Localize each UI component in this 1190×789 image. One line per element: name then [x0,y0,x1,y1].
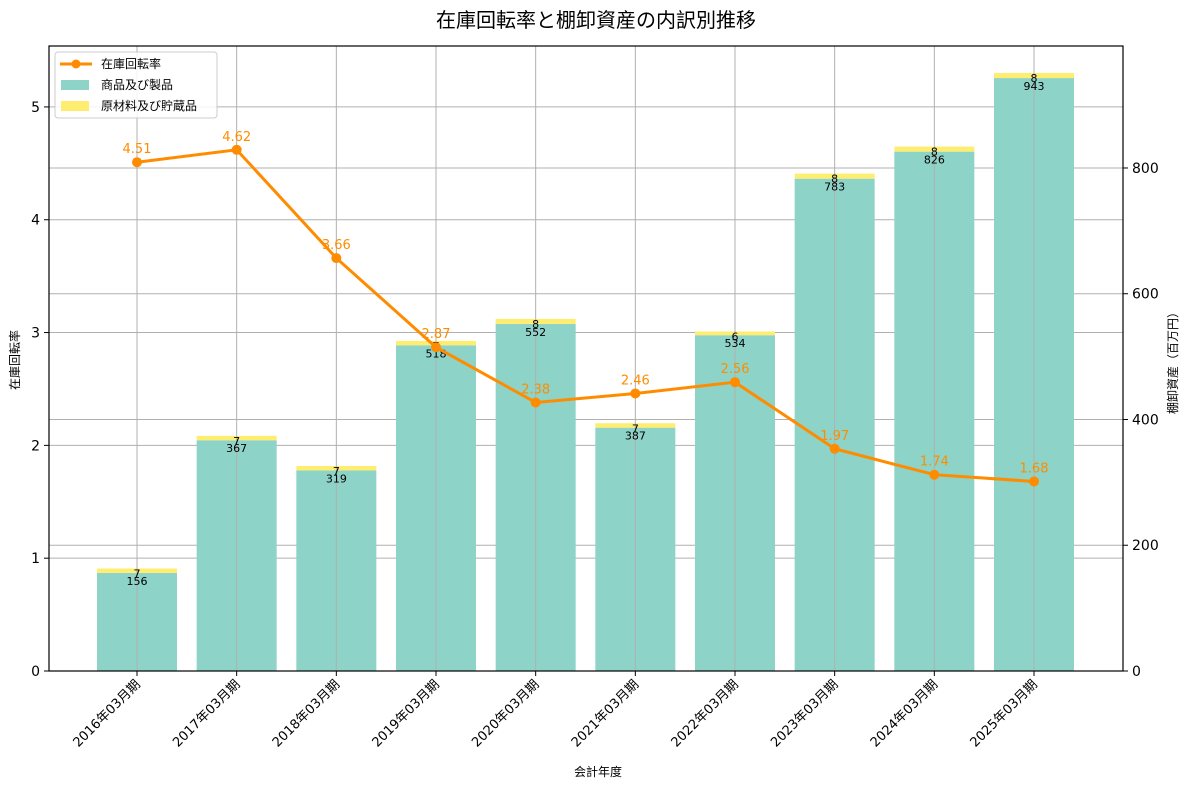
turnover-value-label: 1.68 [1020,461,1049,476]
legend-label: 在庫回転率 [101,56,161,71]
bar-value-label: 367 [226,442,247,455]
bar-value-label: 319 [326,472,347,485]
x-tick-label: 2016年03月期 [71,677,144,750]
x-axis-label: 会計年度 [574,764,622,779]
chart-title: 在庫回転率と棚卸資産の内訳別推移 [436,8,756,32]
bar-value-label-small: 6 [732,330,739,343]
bar-value-label: 387 [625,430,646,443]
turnover-value-label: 2.56 [721,362,750,377]
turnover-marker [132,157,142,168]
y-tick-label-right: 0 [1132,664,1141,680]
y-tick-label-left: 5 [31,100,40,116]
bar-value-label-small: 8 [931,146,938,159]
turnover-value-label: 2.38 [521,382,550,397]
bar-value-label: 552 [525,326,546,339]
turnover-value-label: 1.74 [920,455,949,470]
turnover-marker [530,397,541,408]
x-tick-label: 2019年03月期 [370,677,443,750]
legend-marker-icon [71,59,81,69]
bar-value-label-small: 8 [831,173,838,186]
legend-patch-icon [61,101,89,111]
x-tick-label: 2018年03月期 [270,677,343,750]
legend-label: 商品及び製品 [101,77,173,92]
x-tick-label: 2025年03月期 [968,677,1041,750]
y-tick-label-right: 400 [1132,412,1159,428]
turnover-marker [431,342,441,353]
x-tick-label: 2017年03月期 [170,677,243,750]
bar-series: 1567367731975187552838775346783882689438 [97,46,1074,672]
turnover-value-label: 4.62 [222,130,251,145]
turnover-marker [730,377,740,388]
x-tick-label: 2020年03月期 [469,677,542,750]
line-series: 4.51 4.62 3.66 2.87 2.38 2.46 2.56 1.97 1.74 1.68 [123,130,1049,487]
turnover-marker [1029,476,1039,487]
bar-value-label-small: 7 [233,435,240,448]
bar-value-label: 534 [725,337,746,350]
y-tick-label-left: 3 [31,326,40,342]
y-tick-label-left: 4 [31,213,40,229]
bar-value-label-small: 7 [134,568,141,581]
x-tick-label: 2021年03月期 [569,677,642,750]
turnover-value-label: 1.97 [820,429,849,444]
turnover-value-label: 2.87 [422,327,451,342]
turnover-line [136,148,1035,483]
y-tick-label-right: 200 [1132,538,1159,554]
y-tick-label-left: 1 [31,551,40,567]
legend-label: 原材料及び貯蔵品 [101,99,197,113]
turnover-value-label: 4.51 [123,142,152,157]
bar-value-label: 156 [127,575,148,588]
turnover-marker [231,144,242,155]
bar-value-label-small: 7 [632,422,639,435]
y-tick-label-right: 800 [1132,161,1159,177]
bar-value-label: 783 [824,181,845,194]
y-tick-label-right: 600 [1132,287,1159,303]
x-tick-label: 2022年03月期 [669,677,742,750]
bar-value-label-small: 8 [532,318,539,331]
bar-value-label-small: 8 [1031,72,1038,85]
x-tick-label: 2023年03月期 [768,677,841,750]
bar-value-label-small: 7 [333,465,340,478]
turnover-value-label: 2.46 [621,373,650,388]
y-axis-right-label: 棚卸資産（百万円） [1165,306,1180,414]
bar-value-label: 943 [1024,80,1045,93]
legend-patch-icon [61,80,89,90]
turnover-value-label: 3.66 [322,238,351,253]
turnover-marker [331,253,342,264]
y-tick-label-left: 0 [31,664,40,680]
y-tick-label-left: 2 [31,438,40,454]
plot-frame [48,45,1124,672]
bar-value-label: 826 [924,154,945,167]
turnover-marker [829,443,840,454]
x-tick-label: 2024年03月期 [868,677,941,750]
y-axis-left-label: 在庫回転率 [7,330,22,390]
turnover-marker [630,388,641,399]
turnover-marker [929,469,940,480]
legend-box [54,51,218,119]
